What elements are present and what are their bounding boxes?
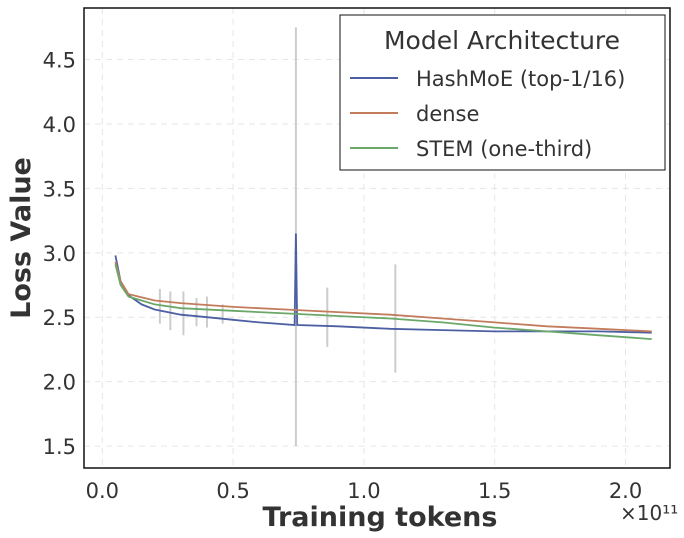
y-tick-label: 4.0 (43, 113, 76, 137)
legend-label: dense (416, 102, 479, 126)
y-tick-label: 3.0 (43, 242, 76, 266)
y-tick-label: 3.5 (43, 177, 76, 201)
plot-frame (83, 7, 671, 469)
x-tick-label: 2.0 (609, 479, 642, 503)
y-axis-label: Loss Value (6, 157, 37, 319)
x-tick-label: 0.5 (216, 479, 249, 503)
legend-label: STEM (one-third) (416, 137, 592, 161)
legend: Model Architecture HashMoE (top-1/16) den… (339, 14, 666, 171)
y-tick-label: 2.5 (43, 306, 76, 330)
series-lines (114, 233, 652, 340)
x-tick-label: 0.0 (86, 479, 119, 503)
x-tick-label: 1.5 (478, 479, 511, 503)
y-tick-label: 1.5 (43, 435, 76, 459)
x-multiplier: ×10¹¹ (620, 501, 678, 525)
legend-label: HashMoE (top-1/16) (416, 67, 625, 91)
x-axis-label: Training tokens (263, 502, 498, 533)
series-line-0 (114, 233, 652, 334)
series-line-1 (114, 261, 652, 333)
tick-labels: 0.0 0.5 1.0 1.5 2.0 1.5 2.0 2.5 3.0 3.5 4.0 4.5 (43, 49, 643, 503)
series-line-2 (114, 264, 652, 340)
legend-title: Model Architecture (384, 26, 620, 55)
x-tick-label: 1.0 (347, 479, 380, 503)
y-tick-label: 2.0 (43, 371, 76, 395)
y-tick-label: 4.5 (43, 49, 76, 73)
